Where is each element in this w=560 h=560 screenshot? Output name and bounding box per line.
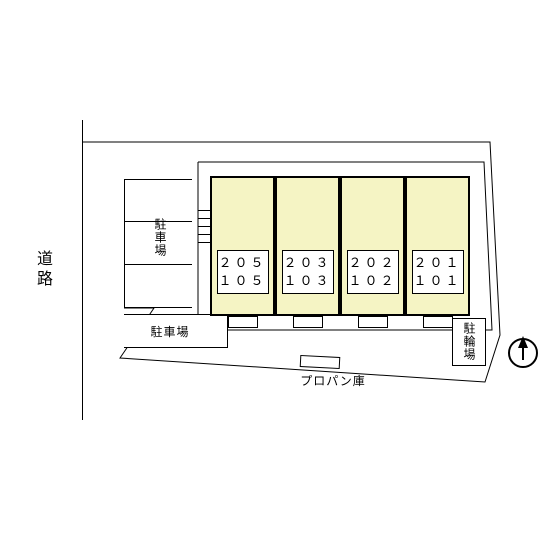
- unit-1: [210, 176, 275, 316]
- porch-3: [358, 316, 388, 328]
- unit-upper: ２０２: [348, 254, 398, 272]
- unit-lower: １０５: [218, 272, 268, 290]
- stair-5: [198, 242, 210, 243]
- porch-2: [293, 316, 323, 328]
- stair-2: [198, 218, 210, 219]
- unit-label-1: ２０５１０５: [217, 250, 269, 294]
- stair-4: [198, 234, 210, 235]
- bike-parking-label: 駐輪場: [461, 322, 478, 361]
- unit-label-2: ２０３１０３: [282, 250, 334, 294]
- parking-vertical-label: 駐車場: [152, 218, 169, 257]
- unit-label-3: ２０２１０２: [347, 250, 399, 294]
- unit-3: [340, 176, 405, 316]
- stair-1: [198, 210, 210, 211]
- stair-3: [198, 226, 210, 227]
- unit-4: [405, 176, 470, 316]
- unit-label-4: ２０１１０１: [412, 250, 464, 294]
- unit-lower: １０１: [413, 272, 463, 290]
- propane-box: [300, 355, 341, 369]
- parking-stall-1: [124, 179, 192, 222]
- unit-lower: １０２: [348, 272, 398, 290]
- compass-icon: [508, 338, 538, 368]
- parking-horizontal-label: 駐車場: [140, 323, 200, 340]
- porch-4: [423, 316, 453, 328]
- propane-label: プロパン庫: [288, 372, 378, 389]
- unit-upper: ２０５: [218, 254, 268, 272]
- unit-upper: ２０３: [283, 254, 333, 272]
- site-plan: 道路 駐車場 駐車場 ２０５１０５２０３１０３２０２１０２２０１１０１ 駐輪場 …: [0, 0, 560, 560]
- parking-stall-3: [124, 265, 192, 308]
- road-line: [82, 120, 83, 420]
- porch-1: [228, 316, 258, 328]
- road-label: 道路: [30, 250, 54, 290]
- unit-upper: ２０１: [413, 254, 463, 272]
- unit-lower: １０３: [283, 272, 333, 290]
- unit-2: [275, 176, 340, 316]
